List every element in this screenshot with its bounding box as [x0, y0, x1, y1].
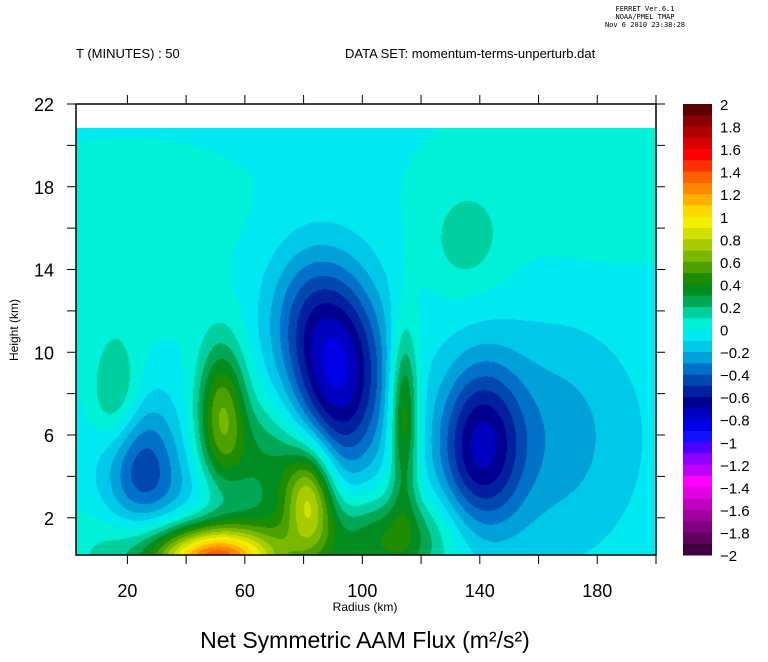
- colorbar-swatch: [683, 137, 712, 150]
- colorbar-swatch: [683, 397, 712, 409]
- colorbar-label: −0.4: [720, 368, 750, 385]
- colorbar-label: 1.2: [720, 187, 741, 204]
- colorbar-swatch: [683, 509, 712, 522]
- colorbar-swatch: [683, 160, 712, 173]
- colorbar-swatch: [683, 442, 712, 455]
- colorbar-swatch: [683, 295, 712, 308]
- y-axis: 2 6 10 14 18 22: [34, 95, 665, 529]
- stamp-line: NOAA/PMEL TMAP: [615, 13, 675, 21]
- colorbar-label: 0.4: [720, 277, 741, 294]
- colorbar-label: −1.6: [720, 503, 750, 520]
- y-tick-label: 18: [34, 178, 54, 198]
- colorbar-swatch: [683, 205, 712, 218]
- y-tick-label: 2: [44, 509, 54, 529]
- y-axis-label: Height (km): [7, 299, 21, 361]
- colorbar-swatch: [683, 182, 712, 195]
- colorbar-swatch: [683, 261, 712, 274]
- colorbar: 2 1.8 1.6 1.4 1.2 1 0.8 0.6 0.4 0.2 0 −0.2 −0.4 −0.6 −…: [683, 97, 750, 565]
- colorbar-swatch: [683, 419, 712, 432]
- colorbar-swatch: [683, 408, 712, 421]
- x-tick-label: 60: [235, 581, 255, 601]
- plot-frame: [75, 103, 657, 556]
- colorbar-label: 0.6: [720, 255, 741, 272]
- colorbar-label: −1: [720, 435, 737, 452]
- colorbar-label: 1: [720, 210, 728, 227]
- contour-field: [76, 128, 656, 555]
- time-label: T (MINUTES) : 50: [76, 46, 180, 61]
- stamp-line: Nov 6 2010 23:38:28: [604, 21, 686, 29]
- colorbar-swatch: [683, 487, 712, 500]
- colorbar-label: −0.8: [720, 413, 750, 430]
- dataset-label: DATA SET: momentum-terms-unperturb.dat: [345, 46, 596, 61]
- colorbar-swatch: [683, 498, 712, 511]
- colorbar-swatch: [683, 115, 712, 128]
- y-tick-label: 10: [34, 343, 54, 363]
- colorbar-label: −1.8: [720, 525, 750, 542]
- x-tick-label: 20: [117, 581, 137, 601]
- y-tick-label: 14: [34, 261, 54, 281]
- x-tick-label: 180: [582, 581, 612, 601]
- x-axis-label: Radius (km): [333, 600, 398, 614]
- y-tick-label: 22: [34, 95, 54, 115]
- colorbar-swatch: [683, 374, 712, 387]
- colorbar-label: 2: [720, 97, 728, 114]
- colorbar-swatch: [683, 340, 712, 353]
- colorbar-swatch: [683, 363, 712, 376]
- colorbar-swatch: [683, 318, 712, 330]
- colorbar-swatch: [683, 149, 712, 161]
- y-tick-label: 6: [44, 426, 54, 446]
- colorbar-swatch: [683, 250, 712, 263]
- colorbar-swatch: [683, 453, 712, 466]
- colorbar-label: 1.4: [720, 165, 741, 182]
- colorbar-label: −1.2: [720, 458, 750, 475]
- chart-title: Net Symmetric AAM Flux (m²/s²): [200, 627, 530, 653]
- colorbar-swatch: [683, 171, 712, 184]
- colorbar-swatch: [683, 306, 712, 319]
- colorbar-swatch: [683, 521, 712, 533]
- colorbar-swatch: [683, 216, 712, 229]
- stamp-line: FERRET Ver.6.1: [615, 5, 675, 13]
- colorbar-swatch: [683, 476, 712, 488]
- colorbar-label: −2: [720, 548, 737, 565]
- x-axis: 20 60 100 140 180: [117, 95, 657, 601]
- colorbar-swatch: [683, 228, 712, 240]
- colorbar-swatch: [683, 194, 712, 206]
- colorbar-label: 0.2: [720, 300, 741, 317]
- colorbar-label: 1.6: [720, 142, 741, 159]
- colorbar-label: −0.2: [720, 345, 750, 362]
- colorbar-swatch: [683, 464, 712, 477]
- colorbar-swatch: [683, 284, 712, 297]
- colorbar-swatch: [683, 385, 712, 398]
- x-tick-label: 140: [465, 581, 495, 601]
- colorbar-label: 0.8: [720, 232, 741, 249]
- colorbar-swatch: [683, 104, 712, 116]
- colorbar-swatch: [683, 126, 712, 139]
- colorbar-swatch: [683, 239, 712, 252]
- colorbar-label: −0.6: [720, 390, 750, 407]
- colorbar-label: 0: [720, 323, 728, 340]
- colorbar-swatch: [683, 532, 712, 545]
- colorbar-swatch: [683, 329, 712, 342]
- ferret-stamp: FERRET Ver.6.1 NOAA/PMEL TMAP Nov 6 2010…: [600, 5, 690, 29]
- colorbar-label: −1.4: [720, 480, 750, 497]
- colorbar-swatch: [683, 430, 712, 443]
- x-tick-label: 100: [347, 581, 377, 601]
- colorbar-swatch: [683, 352, 712, 364]
- colorbar-swatch: [683, 543, 712, 556]
- colorbar-label: 1.8: [720, 120, 741, 137]
- colorbar-swatch: [683, 273, 712, 285]
